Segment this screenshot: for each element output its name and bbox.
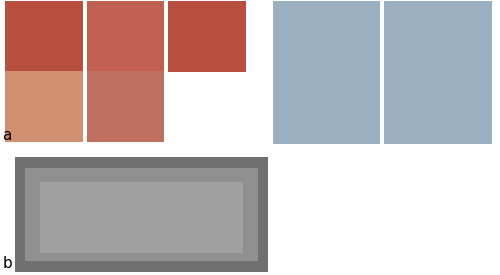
Bar [272, 1, 380, 144]
Bar [168, 1, 246, 72]
Bar [86, 1, 164, 72]
Text: a: a [2, 128, 12, 143]
Text: b: b [2, 256, 12, 271]
Bar [384, 1, 492, 144]
Bar [86, 71, 164, 142]
Bar [5, 71, 82, 142]
Bar [25, 168, 258, 261]
Bar [40, 182, 242, 253]
Bar [5, 1, 82, 72]
Bar [15, 157, 268, 272]
